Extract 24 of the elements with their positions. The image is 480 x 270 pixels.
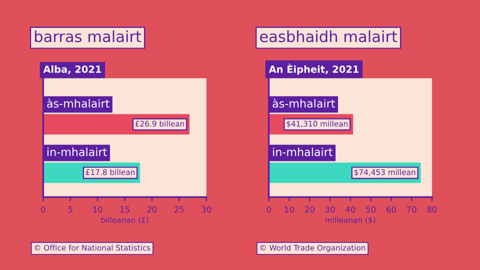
y-tick-label: às-mhalairt	[272, 98, 335, 108]
x-tick-label: 20	[304, 206, 314, 213]
x-tick-label: 50	[366, 206, 376, 213]
x-tick-label: 30	[202, 206, 212, 213]
y-tick-label: in-mhalairt	[48, 148, 107, 156]
y-tick-label: in-mhalairt	[273, 148, 333, 156]
x-tick-label: 10	[284, 206, 294, 213]
x-tick-label: 30	[325, 206, 335, 213]
x-tick-label: 10	[93, 206, 102, 213]
x-tick-label: 80	[427, 206, 437, 213]
x-tick-label: 15	[120, 206, 130, 213]
x-tick-label: 70	[406, 206, 416, 213]
x-tick-label: 0	[41, 206, 46, 213]
y-tick-label: às-mhalairt	[47, 98, 110, 108]
x-tick-label: 40	[346, 206, 356, 213]
x-tick-label: 25	[174, 206, 184, 213]
chart-title: barras malairt	[34, 30, 142, 42]
x-tick-label: 0	[266, 206, 271, 213]
x-tick-label: 60	[386, 206, 396, 213]
x-tick-label: 5	[68, 206, 72, 213]
chart-subtitle: An Èipheit, 2021	[268, 64, 359, 75]
x-tick-label: 20	[147, 206, 157, 213]
chart-title: easbhaidh malairt	[260, 30, 398, 42]
chart-subtitle: Alba, 2021	[43, 65, 102, 74]
